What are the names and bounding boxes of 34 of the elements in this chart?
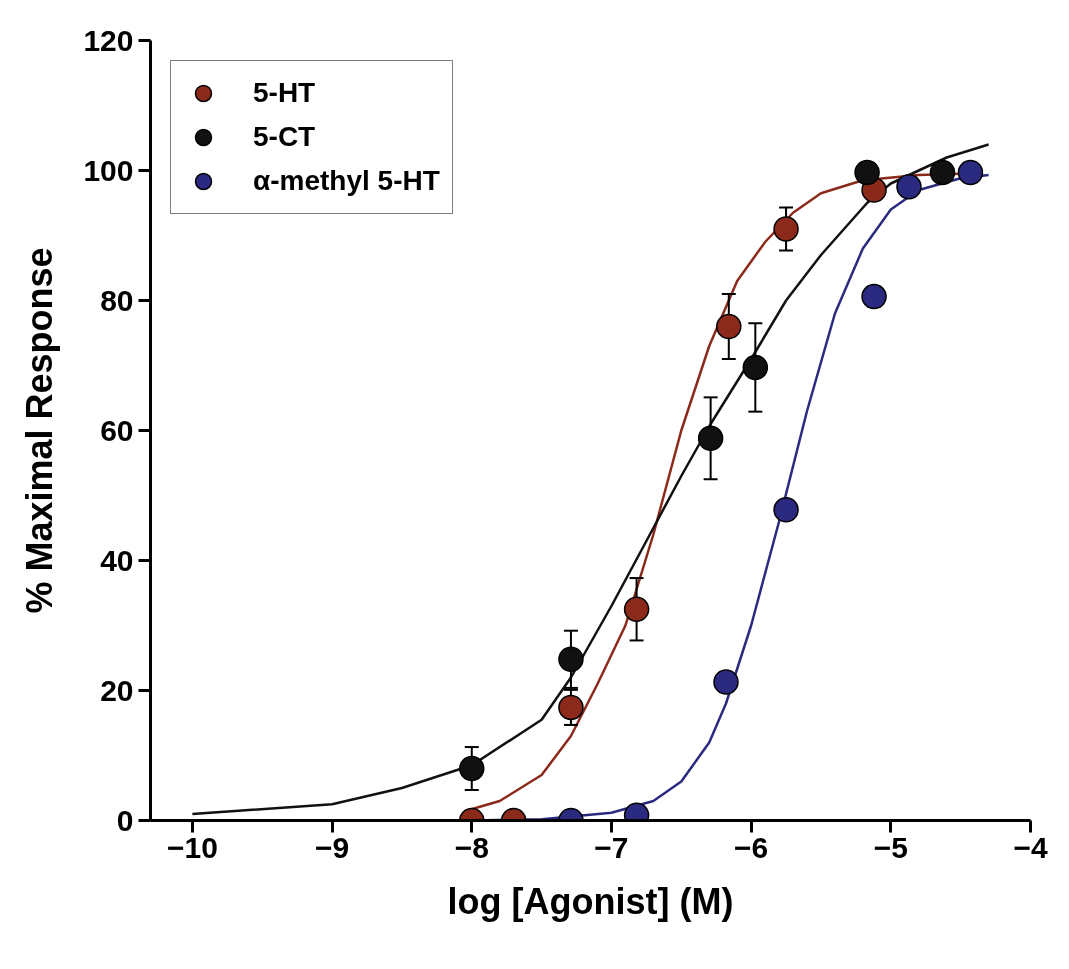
legend-label: α-methyl 5-HT (253, 165, 440, 197)
point (459, 755, 485, 782)
x-tick-label: −7 (594, 830, 629, 864)
legend-label: 5-CT (253, 121, 316, 153)
x-tick-label: −9 (314, 830, 350, 864)
y-axis-title: % Maximal Response (19, 247, 61, 614)
point (558, 694, 584, 721)
point (854, 159, 880, 186)
point (697, 425, 724, 452)
x-tick-label: −5 (873, 830, 908, 864)
x-tick-label: −6 (734, 830, 769, 864)
point (773, 497, 799, 523)
point (929, 159, 956, 186)
point (861, 283, 887, 310)
y-tick-label: 40 (100, 543, 134, 577)
y-tick-label: 0 (116, 803, 134, 837)
point (713, 669, 739, 695)
point (623, 596, 650, 622)
y-tick-label: 80 (100, 283, 134, 317)
y-tick-label: 100 (83, 153, 134, 187)
point (957, 159, 984, 186)
point (558, 646, 584, 673)
x-axis-title: log [Agonist] (M) (447, 880, 734, 922)
legend-label: 5-HT (253, 77, 316, 109)
x-tick-label: −4 (1013, 830, 1048, 864)
point (773, 216, 799, 242)
y-tick-label: 120 (83, 23, 134, 57)
y-tick-label: 20 (100, 673, 134, 707)
point (742, 354, 769, 381)
y-tick-label: 60 (100, 413, 134, 447)
point (896, 174, 922, 200)
x-tick-label: −8 (454, 830, 489, 864)
point (716, 313, 742, 340)
x-tick-label: −10 (166, 830, 218, 864)
